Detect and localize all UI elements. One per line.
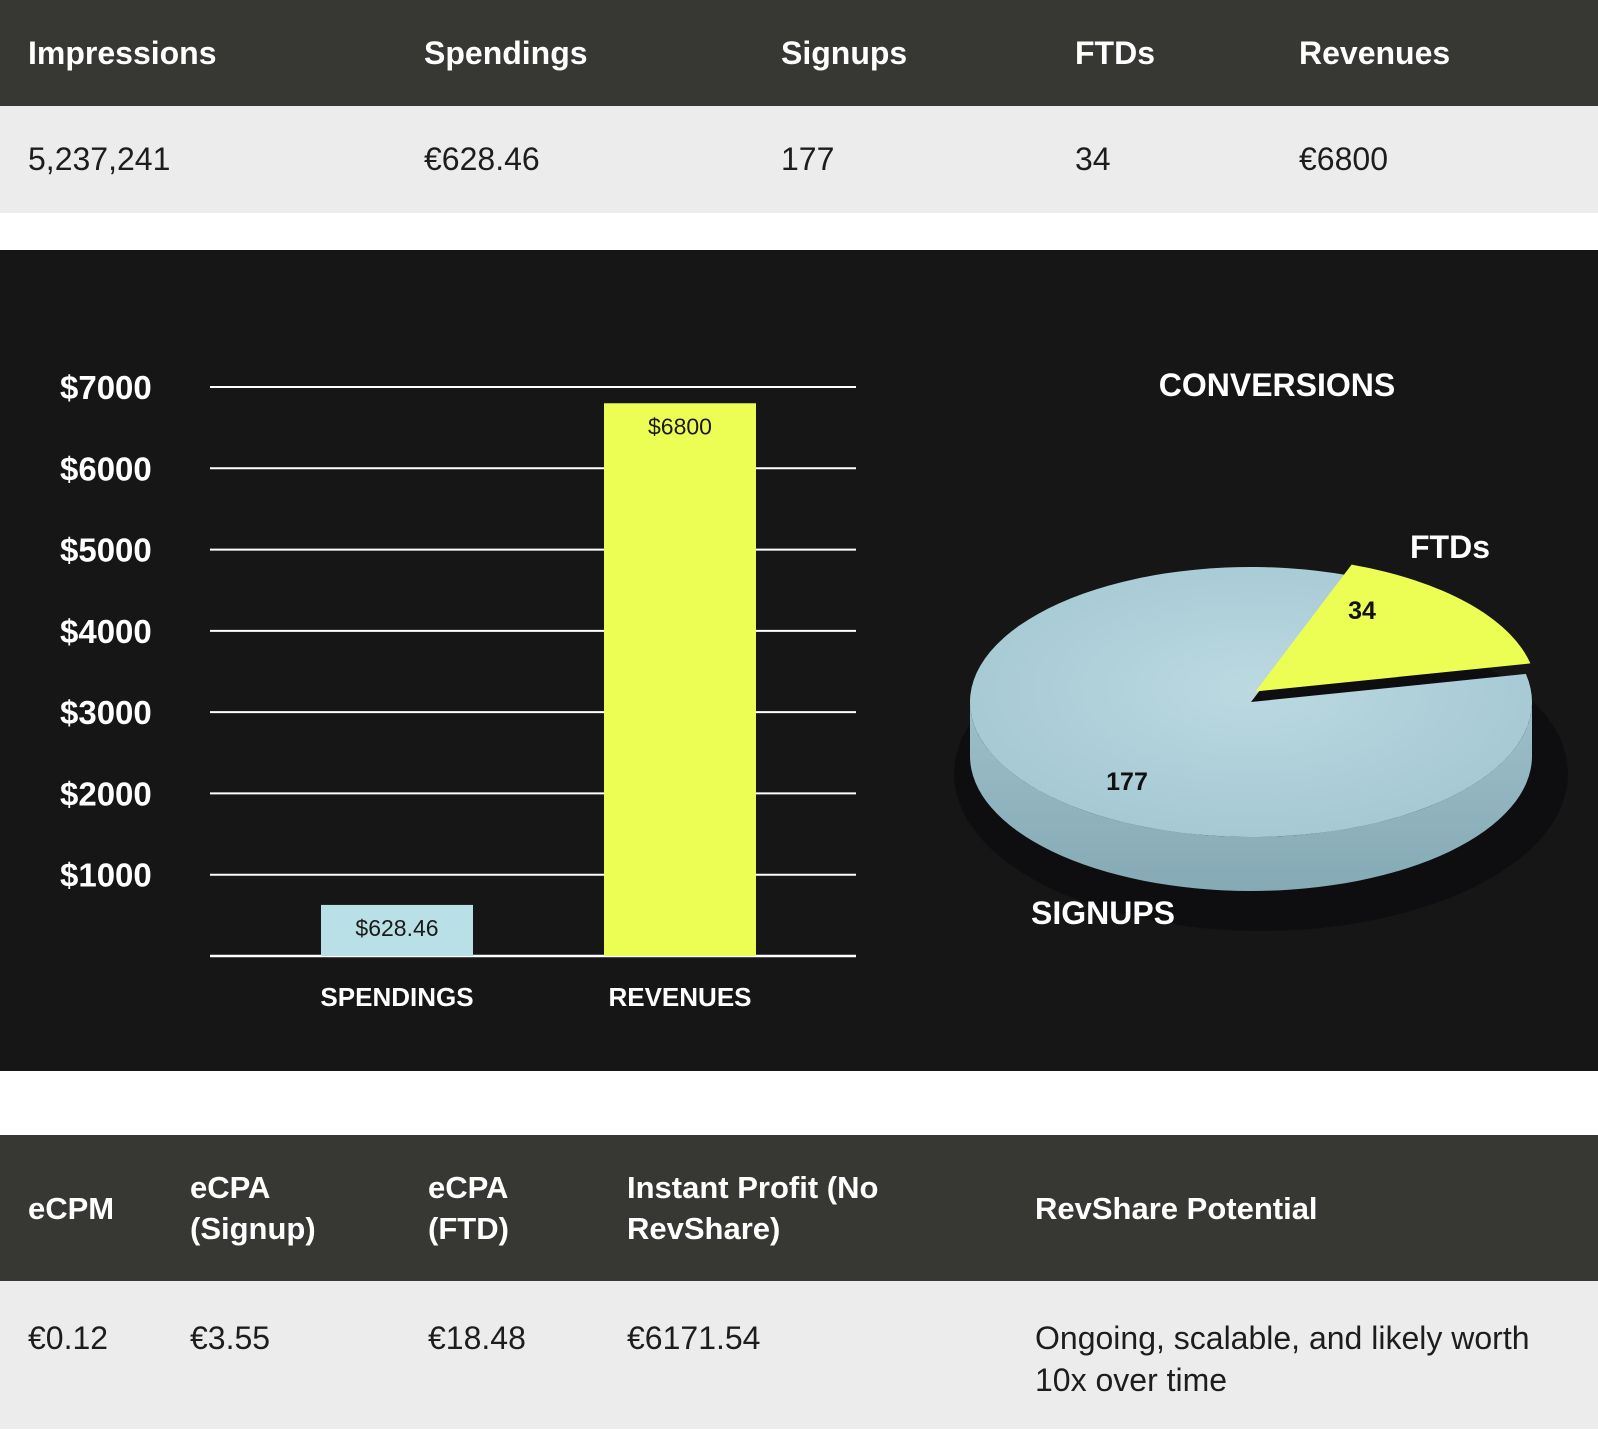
header-ecpa-ftd: eCPA (FTD) bbox=[428, 1170, 509, 1246]
y-tick-label: $5000 bbox=[60, 532, 152, 569]
header-instant-profit: Instant Profit (No RevShare) bbox=[627, 1170, 879, 1246]
header-signups: Signups bbox=[781, 34, 908, 71]
chart-panel: $1000 $2000 $3000 $4000 $5000 $6000 $7000 $628.… bbox=[0, 250, 1598, 1071]
value-instant-profit: €6171.54 bbox=[627, 1320, 761, 1356]
header-revshare-potential: RevShare Potential bbox=[1035, 1190, 1318, 1226]
header-ecpm: eCPM bbox=[28, 1190, 115, 1226]
summary-table: Impressions Spendings Signups FTDs Reven… bbox=[0, 0, 1598, 213]
pie-side bbox=[970, 702, 1532, 891]
header-spendings: Spendings bbox=[424, 34, 588, 71]
value-ecpa-ftd: €18.48 bbox=[428, 1320, 526, 1356]
pie-chart: CONVERSIONS 177 34 FTDs SIGNUPS bbox=[954, 367, 1568, 931]
metrics-table: eCPM eCPA (Signup) eCPA (FTD) Instant Pr… bbox=[0, 1135, 1598, 1429]
bar bbox=[604, 403, 756, 956]
bar bbox=[321, 904, 473, 956]
pie-slice-ftds bbox=[1255, 564, 1531, 692]
pie-value-ftds: 34 bbox=[1348, 597, 1376, 625]
y-tick-label: $2000 bbox=[60, 775, 152, 812]
header-ecpa-signup: eCPA (Signup) bbox=[190, 1170, 316, 1246]
pie-label-signups: SIGNUPS bbox=[1031, 895, 1175, 931]
value-ecpm: €0.12 bbox=[28, 1320, 109, 1356]
value-ftds: 34 bbox=[1075, 141, 1111, 177]
y-tick-label: $3000 bbox=[60, 694, 152, 731]
value-revenues: €6800 bbox=[1299, 141, 1388, 177]
metrics-table-header: eCPM eCPA (Signup) eCPA (FTD) Instant Pr… bbox=[0, 1135, 1598, 1281]
metrics-table-row: €0.12 €3.55 €18.48 €6171.54 Ongoing, sca… bbox=[0, 1281, 1598, 1429]
y-tick-label: $6000 bbox=[60, 450, 152, 487]
summary-table-row: 5,237,241 €628.46 177 34 €6800 bbox=[0, 106, 1598, 213]
value-signups: 177 bbox=[781, 141, 835, 177]
pie-slice-signups bbox=[969, 567, 1532, 837]
pie-title: CONVERSIONS bbox=[1159, 367, 1395, 403]
x-tick-label: SPENDINGS bbox=[320, 982, 473, 1012]
pie-label-ftds: FTDs bbox=[1410, 529, 1490, 565]
charts-svg: $1000 $2000 $3000 $4000 $5000 $6000 $7000 $628.… bbox=[60, 367, 1568, 1012]
pie-value-signups: 177 bbox=[1106, 768, 1148, 796]
bar-data-label: $628.46 bbox=[355, 915, 438, 941]
bar-data-label: $6800 bbox=[648, 413, 712, 439]
header-ftds: FTDs bbox=[1075, 34, 1155, 71]
bar-chart: $1000 $2000 $3000 $4000 $5000 $6000 $7000 $628.… bbox=[60, 369, 856, 1012]
y-tick-label: $4000 bbox=[60, 613, 152, 650]
header-revenues: Revenues bbox=[1299, 34, 1451, 71]
value-impressions: 5,237,241 bbox=[28, 141, 171, 177]
value-ecpa-signup: €3.55 bbox=[190, 1320, 271, 1356]
y-tick-label: $7000 bbox=[60, 369, 152, 406]
x-tick-label: REVENUES bbox=[608, 982, 751, 1012]
value-revshare-potential: Ongoing, scalable, and likely worth 10x … bbox=[1035, 1320, 1530, 1398]
summary-table-header: Impressions Spendings Signups FTDs Reven… bbox=[0, 0, 1598, 106]
header-impressions: Impressions bbox=[28, 34, 217, 71]
value-spendings: €628.46 bbox=[424, 141, 540, 177]
y-tick-label: $1000 bbox=[60, 857, 152, 894]
